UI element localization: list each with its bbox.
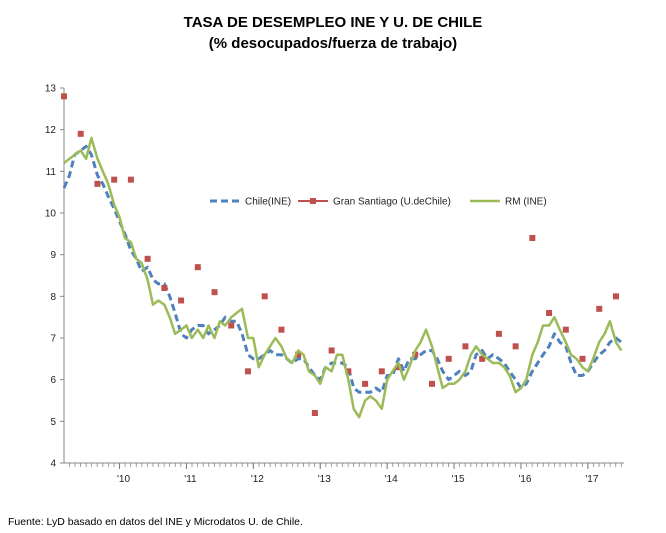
data-point-gran-santiago [362, 380, 369, 387]
y-tick-label: 7 [50, 334, 56, 345]
chart-title: TASA DE DESEMPLEO INE Y U. DE CHILE [183, 14, 483, 31]
x-tick-label: '14 [385, 474, 398, 485]
data-point-gran-santiago [345, 368, 352, 375]
data-point-gran-santiago [462, 343, 469, 350]
x-tick-label: '10 [117, 474, 130, 485]
y-tick-label: 11 [46, 167, 57, 178]
data-point-gran-santiago [178, 297, 185, 304]
y-tick-label: 6 [50, 375, 56, 386]
legend-label: Chile(INE) [245, 197, 291, 208]
series-line-rm-ine [63, 136, 623, 419]
chart-subtitle: (% desocupados/fuerza de trabajo) [208, 35, 458, 52]
data-point-gran-santiago [328, 347, 335, 354]
data-point-gran-santiago [579, 355, 586, 362]
y-tick-label: 9 [50, 250, 56, 261]
y-tick-label: 5 [50, 417, 56, 428]
source-note: Fuente: LyD basado en datos del INE y Mi… [8, 516, 303, 528]
data-point-gran-santiago [161, 285, 168, 291]
legend: Chile(INE) Gran Santiago (U.deChile) RM (I… [210, 197, 547, 208]
data-point-gran-santiago [612, 293, 619, 300]
data-point-gran-santiago [311, 410, 318, 416]
data-point-gran-santiago [596, 305, 603, 312]
data-point-gran-santiago [479, 355, 486, 362]
data-point-gran-santiago [194, 264, 201, 271]
data-point-gran-santiago [144, 255, 151, 262]
data-point-gran-santiago [278, 326, 285, 333]
data-point-gran-santiago [529, 235, 536, 241]
legend-label: Gran Santiago (U.deChile) [333, 197, 451, 208]
y-tick-label: 10 [45, 209, 57, 220]
data-point-gran-santiago [61, 93, 67, 100]
data-point-gran-santiago [77, 130, 84, 137]
data-point-gran-santiago [127, 176, 134, 183]
legend-marker-gran-santiago [310, 198, 316, 204]
y-tick-label: 4 [50, 459, 56, 470]
data-point-gran-santiago [228, 322, 235, 329]
x-tick-label: '13 [318, 474, 331, 485]
data-point-gran-santiago [111, 176, 118, 183]
series-line-chile-ine [62, 144, 623, 394]
x-tick-label: '17 [585, 474, 598, 485]
x-tick-label: '15 [452, 474, 465, 485]
data-point-gran-santiago [244, 368, 251, 375]
x-tick-label: '11 [184, 474, 197, 485]
y-tick-label: 8 [50, 292, 56, 303]
data-point-gran-santiago [295, 351, 302, 358]
y-tick-label: 13 [45, 84, 57, 95]
legend-label: RM (INE) [505, 197, 547, 208]
data-point-gran-santiago [211, 289, 218, 296]
data-point-gran-santiago [512, 343, 519, 350]
axes: 4 5 6 7 8 9 10 11 12 13 '10 '11 '12 '13 '14 '15 '16 '17 [45, 84, 624, 485]
y-tick-label: 12 [45, 125, 57, 136]
data-point-gran-santiago [495, 330, 502, 337]
data-point-gran-santiago [94, 180, 101, 187]
x-tick-label: '12 [251, 474, 264, 485]
x-tick-label: '16 [518, 474, 531, 485]
data-point-gran-santiago [445, 355, 452, 362]
data-point-gran-santiago [378, 368, 385, 375]
data-point-gran-santiago [261, 293, 268, 300]
data-point-gran-santiago [428, 380, 435, 387]
data-point-gran-santiago [562, 326, 569, 333]
data-point-gran-santiago [546, 310, 553, 316]
series-group [61, 93, 623, 419]
data-point-gran-santiago [395, 364, 402, 371]
data-point-gran-santiago [412, 351, 419, 358]
